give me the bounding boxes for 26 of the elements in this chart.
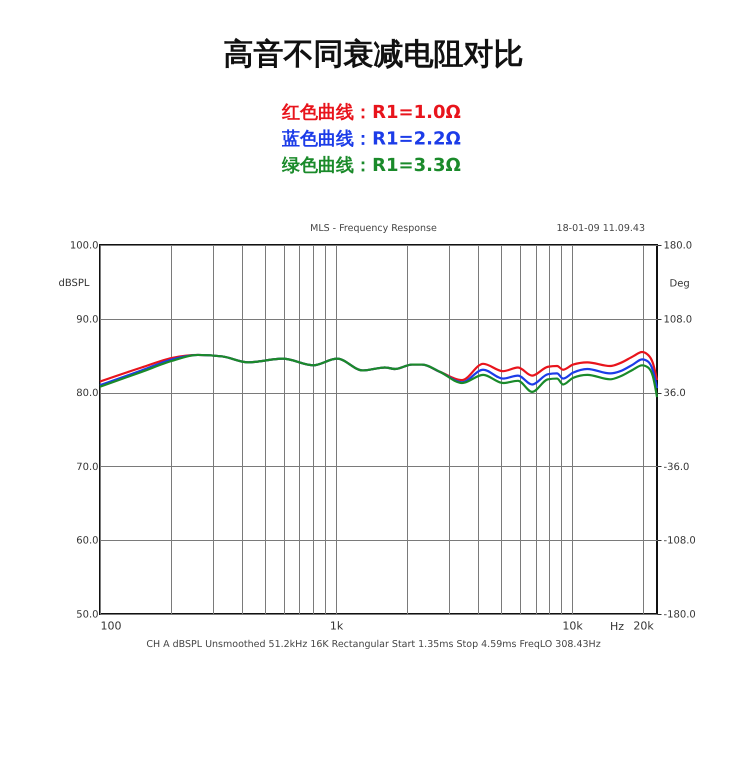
y-tick-label: 90.0 (76, 314, 98, 326)
chart-title: 高音不同衰减电阻对比 (224, 37, 524, 72)
x-tick-label: 1k (330, 620, 344, 632)
y-tick-label: 100.0 (70, 240, 98, 252)
y2-tick-label: -180.0 (664, 610, 696, 620)
x-axis-title: Hz (610, 620, 624, 633)
x-tick-label: 100 (100, 620, 122, 632)
text: CH A dBSPL Unsmoothed 51.2kHz 16K Rectangular Start 1.35ms Stop 4.59ms FreqLO 308.43Hz (146, 639, 601, 650)
text: MLS - Frequency Response (310, 223, 438, 234)
y2-axis-title: Deg (670, 278, 690, 290)
y-tick-label: 50.0 (76, 610, 98, 620)
y2-tick-label: 108.0 (664, 314, 692, 326)
text: 蓝色曲线：R1=2.2Ω (281, 128, 461, 150)
y-tick-label: 70.0 (76, 462, 98, 473)
y-tick-label: 80.0 (76, 388, 98, 400)
text: 红色曲线：R1=1.0Ω (281, 102, 461, 123)
x-tick-label: 20k (633, 620, 654, 632)
text: 绿色曲线：R1=3.3Ω (281, 155, 461, 176)
y2-tick-label: -108.0 (664, 536, 696, 547)
y2-tick-label: -36.0 (664, 462, 690, 473)
y-tick-label: 60.0 (76, 536, 98, 547)
y2-tick-label: 180.0 (664, 240, 692, 252)
y-axis-title: dBSPL (58, 278, 90, 289)
x-tick-label: 10k (562, 620, 584, 632)
text: 18-01-09 11.09.43 (556, 223, 645, 234)
y2-tick-label: 36.0 (664, 388, 686, 400)
